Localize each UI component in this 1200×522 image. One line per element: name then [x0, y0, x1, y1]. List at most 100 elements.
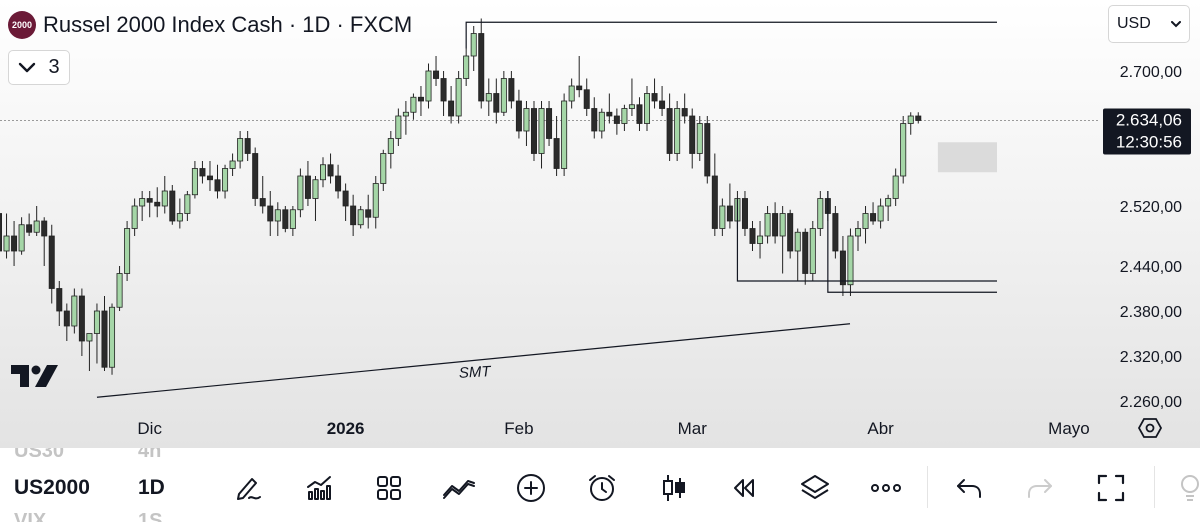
- candle[interactable]: [839, 250, 846, 286]
- candle[interactable]: [817, 198, 824, 229]
- candle[interactable]: [455, 78, 462, 117]
- alert-button[interactable]: [584, 470, 620, 506]
- candle[interactable]: [478, 33, 485, 102]
- candle[interactable]: [335, 175, 342, 192]
- smt-label[interactable]: SMT: [459, 363, 493, 382]
- candle[interactable]: [26, 224, 33, 233]
- candle[interactable]: [327, 164, 334, 177]
- candle[interactable]: [357, 209, 364, 226]
- candle[interactable]: [463, 55, 470, 79]
- candle[interactable]: [191, 168, 198, 196]
- last-price-label-box[interactable]: [1103, 108, 1191, 155]
- smt-trend-line[interactable]: [96, 323, 851, 398]
- candle[interactable]: [139, 198, 146, 207]
- candle[interactable]: [809, 228, 816, 274]
- timeframe-list-item[interactable]: 1S: [138, 510, 163, 522]
- candle[interactable]: [598, 111, 605, 132]
- candle[interactable]: [749, 228, 756, 244]
- candle[interactable]: [546, 108, 553, 139]
- candle[interactable]: [342, 190, 349, 207]
- candle[interactable]: [583, 89, 590, 109]
- candle[interactable]: [877, 205, 884, 222]
- candle[interactable]: [674, 108, 681, 154]
- redo-button[interactable]: [1022, 470, 1058, 506]
- candle[interactable]: [530, 108, 537, 154]
- support-line[interactable]: [736, 198, 997, 282]
- candle[interactable]: [854, 228, 861, 237]
- candle[interactable]: [274, 209, 281, 222]
- candle[interactable]: [892, 175, 899, 199]
- candle[interactable]: [538, 108, 545, 154]
- candle[interactable]: [741, 198, 748, 229]
- candle[interactable]: [802, 231, 809, 274]
- layout-button[interactable]: [371, 470, 407, 506]
- candle[interactable]: [681, 108, 688, 117]
- candle[interactable]: [448, 100, 455, 117]
- candle[interactable]: [244, 138, 251, 154]
- candle[interactable]: [0, 213, 2, 252]
- candle[interactable]: [523, 108, 530, 132]
- candle[interactable]: [267, 205, 274, 222]
- trend-line-button[interactable]: [441, 470, 477, 506]
- candle[interactable]: [832, 213, 839, 252]
- candle[interactable]: [440, 78, 447, 102]
- candle[interactable]: [568, 85, 575, 102]
- candle[interactable]: [508, 78, 515, 102]
- candle[interactable]: [636, 104, 643, 124]
- candle[interactable]: [870, 213, 877, 222]
- candle[interactable]: [237, 138, 244, 162]
- symbol-logo[interactable]: 2000: [8, 11, 36, 39]
- candle[interactable]: [18, 224, 25, 252]
- candle[interactable]: [78, 295, 85, 342]
- candle[interactable]: [380, 153, 387, 184]
- candle[interactable]: [33, 220, 40, 233]
- candle[interactable]: [199, 168, 206, 177]
- candle[interactable]: [772, 213, 779, 237]
- candle[interactable]: [289, 209, 296, 229]
- candle[interactable]: [689, 115, 696, 154]
- candle[interactable]: [900, 123, 907, 177]
- candle[interactable]: [184, 194, 191, 214]
- candle[interactable]: [395, 115, 402, 139]
- candle[interactable]: [372, 183, 379, 218]
- candle[interactable]: [387, 138, 394, 154]
- candle[interactable]: [787, 213, 794, 252]
- candle[interactable]: [659, 100, 666, 109]
- price-chart[interactable]: SMT 2.700,00 2.520,00 2.440,00 2.380,00 2.320…: [0, 0, 1200, 448]
- candle[interactable]: [553, 138, 560, 169]
- candle[interactable]: [41, 220, 48, 237]
- candle[interactable]: [764, 213, 771, 237]
- layers-button[interactable]: [797, 470, 833, 506]
- candle[interactable]: [757, 235, 764, 244]
- chart-title[interactable]: Russel 2000 Index Cash · 1D · FXCM: [43, 12, 413, 37]
- candle[interactable]: [470, 33, 477, 57]
- candle[interactable]: [485, 93, 492, 102]
- axis-settings-icon[interactable]: [1137, 418, 1163, 438]
- candle[interactable]: [500, 78, 507, 113]
- candle[interactable]: [259, 198, 266, 207]
- candle-type-button[interactable]: [656, 470, 692, 506]
- candle[interactable]: [297, 175, 304, 211]
- candle[interactable]: [651, 93, 658, 102]
- candle[interactable]: [214, 179, 221, 192]
- undo-button[interactable]: [951, 470, 987, 506]
- candle[interactable]: [726, 205, 733, 222]
- candle[interactable]: [48, 235, 55, 289]
- candle[interactable]: [169, 190, 176, 222]
- replay-button[interactable]: [725, 470, 761, 506]
- lamp-button[interactable]: [1172, 470, 1200, 506]
- candle[interactable]: [696, 123, 703, 154]
- indicators-toggle-button[interactable]: 3: [8, 50, 70, 85]
- chart-pane[interactable]: SMT 2.700,00 2.520,00 2.440,00 2.380,00 2.320…: [0, 0, 1200, 448]
- candle[interactable]: [794, 231, 801, 252]
- candle[interactable]: [621, 108, 628, 124]
- candle[interactable]: [124, 228, 131, 274]
- candle[interactable]: [146, 198, 153, 203]
- candle[interactable]: [154, 201, 161, 207]
- resistance-line[interactable]: [465, 21, 997, 49]
- candle[interactable]: [628, 104, 635, 109]
- candle[interactable]: [433, 70, 440, 79]
- candle[interactable]: [365, 209, 372, 218]
- timeframe-list-item[interactable]: 4h: [138, 448, 162, 462]
- candle[interactable]: [410, 96, 417, 113]
